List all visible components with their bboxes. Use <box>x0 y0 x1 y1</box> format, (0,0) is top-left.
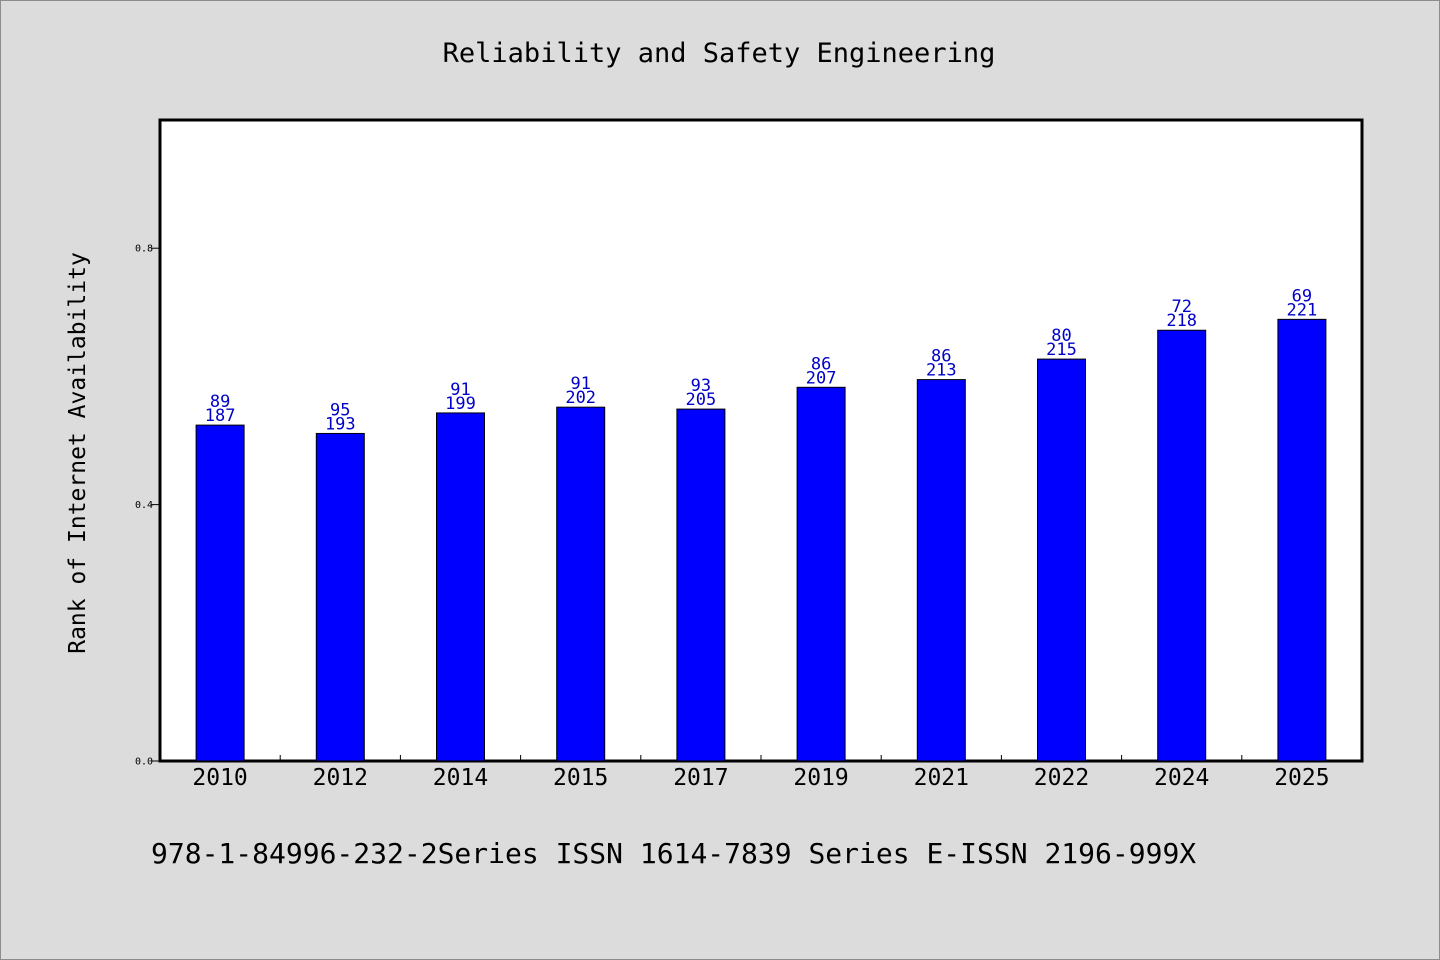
x-tick-label: 2014 <box>433 765 488 791</box>
bar <box>916 379 966 762</box>
bar-label-top: 72 <box>1171 297 1191 317</box>
x-tick-label: 2017 <box>673 765 728 791</box>
bar-label-top: 86 <box>931 347 951 367</box>
x-tick-label: 2019 <box>793 765 848 791</box>
bar <box>1157 329 1207 762</box>
bar-label-bottom: 215 <box>1046 340 1077 360</box>
bar <box>676 408 726 762</box>
bar-label-top: 93 <box>691 376 711 396</box>
bar-label-top: 91 <box>570 374 590 394</box>
bar-label-top: 86 <box>811 354 831 374</box>
bar <box>796 386 846 762</box>
y-tick-label: 0.8 <box>135 244 153 255</box>
bar-label-bottom: 218 <box>1166 311 1197 331</box>
y-axis-label: Rank of Internet Availability <box>65 252 91 654</box>
bar-label-top: 80 <box>1051 326 1071 346</box>
bar-label-bottom: 213 <box>926 361 957 381</box>
bar <box>436 412 485 762</box>
bar-label-bottom: 221 <box>1287 300 1318 320</box>
x-tick-label: 2021 <box>914 765 969 791</box>
bar-label-bottom: 199 <box>445 394 476 414</box>
x-tick-label: 2015 <box>553 765 608 791</box>
y-tick-label: 0.4 <box>135 500 153 511</box>
bar-label-bottom: 207 <box>806 368 837 388</box>
bar <box>1277 318 1327 762</box>
bar-label-bottom: 187 <box>205 406 236 426</box>
y-axis-ticks: 0.0 0.4 0.8 <box>135 244 159 768</box>
bar <box>556 406 606 762</box>
bar-label-bottom: 205 <box>686 390 717 410</box>
bar <box>315 432 365 762</box>
bar-label-bottom: 193 <box>325 414 356 434</box>
bar-label-top: 91 <box>450 380 470 400</box>
x-tick-label: 2022 <box>1034 765 1089 791</box>
bar-label-top: 89 <box>210 392 230 412</box>
chart-title: Reliability and Safety Engineering <box>443 38 996 69</box>
bar-label-bottom: 202 <box>565 388 596 408</box>
x-axis-ticks: 2010 2012 2014 2015 2017 2019 2021 2022 2024 2025 <box>192 755 1330 791</box>
bar-label-top: 95 <box>330 400 350 420</box>
x-tick-label: 2012 <box>313 765 368 791</box>
y-tick-label: 0.0 <box>135 757 153 768</box>
bar-label-top: 69 <box>1292 286 1312 306</box>
x-tick-label: 2010 <box>192 765 247 791</box>
footer-text: 978-1-84996-232-2Series ISSN 1614-7839 S… <box>151 837 1196 870</box>
x-tick-label: 2025 <box>1274 765 1329 791</box>
bar <box>1037 358 1086 762</box>
bar <box>195 424 245 762</box>
x-tick-label: 2024 <box>1154 765 1209 791</box>
